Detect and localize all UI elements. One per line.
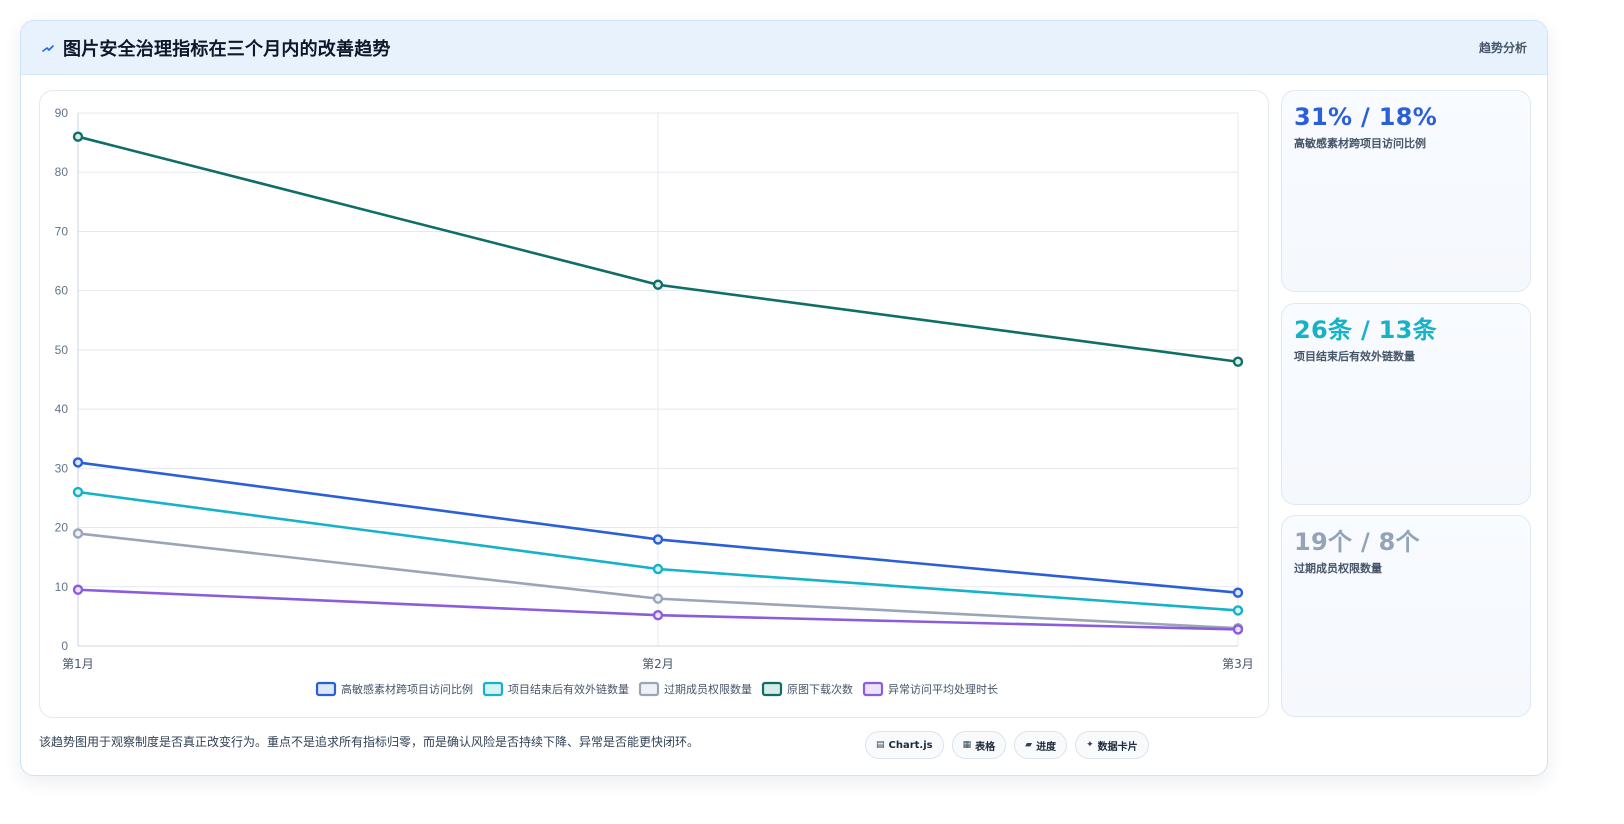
data-point (72, 584, 84, 595)
data-point (1232, 605, 1244, 616)
side-card-value: 26条 / 13条 (1294, 316, 1437, 344)
y-tick-label: 0 (61, 639, 68, 653)
y-tick-label: 80 (55, 165, 69, 179)
chip-progress[interactable]: ▰ 进度 (1014, 731, 1068, 759)
side-card-label: 项目结束后有效外链数量 (1294, 350, 1415, 363)
legend-swatch (638, 681, 660, 697)
legend-label: 原图下载次数 (787, 682, 853, 696)
legend-label: 高敏感素材跨项目访问比例 (341, 682, 473, 696)
data-point (72, 486, 84, 498)
chip-label: 表格 (975, 741, 996, 753)
chart-icon: ▤ (876, 740, 885, 750)
data-point (652, 563, 664, 575)
data-point (652, 279, 664, 290)
side-card-1: 31% / 18% 高敏感素材跨项目访问比例 (1281, 90, 1531, 292)
chip-label: Chart.js (888, 739, 933, 751)
data-point (72, 457, 84, 468)
line-chart: 0 10 20 30 40 50 60 70 80 90 第1月 第2月 第3月高敏感素材跨项目访问比例… (55, 106, 1254, 697)
x-tick-label: 第3月 (1222, 657, 1254, 671)
header-tag[interactable]: 趋势分析 (1478, 41, 1527, 55)
chip-label: 数据卡片 (1097, 741, 1138, 753)
trend-card: 图片安全治理指标在三个月内的改善趋势 趋势分析 0 10 20 30 40 50 60 70 8… (20, 20, 1548, 776)
y-tick-label: 20 (55, 521, 69, 535)
page-title: 图片安全治理指标在三个月内的改善趋势 (63, 38, 391, 60)
side-card-label: 过期成员权限数量 (1294, 562, 1382, 575)
y-tick-label: 60 (55, 284, 69, 298)
y-tick-label: 70 (55, 224, 69, 238)
chip-group: ▤ Chart.js ▦ 表格 ▰ 进度 ✦ 数据卡片 (865, 731, 1149, 759)
chip-table[interactable]: ▦ 表格 (951, 731, 1007, 759)
footnote: 该趋势图用于观察制度是否真正改变行为。重点不是追求所有指标归零，而是确认风险是否… (39, 735, 700, 749)
chart-panel: 0 10 20 30 40 50 60 70 80 90 第1月 第2月 第3月高敏感素材跨项目访问比例… (39, 90, 1269, 718)
header-left: 图片安全治理指标在三个月内的改善趋势 (41, 35, 391, 61)
card-icon: ✦ (1086, 740, 1094, 750)
data-point (72, 528, 84, 539)
data-point (1232, 587, 1244, 598)
data-point (652, 610, 664, 621)
chip-label: 进度 (1036, 741, 1057, 753)
chip-data-card[interactable]: ✦ 数据卡片 (1075, 731, 1149, 759)
side-card-value: 31% / 18% (1294, 103, 1438, 131)
legend-swatch (862, 681, 884, 697)
y-tick-label: 40 (55, 402, 69, 416)
data-point (1232, 624, 1244, 635)
data-point (72, 131, 84, 142)
progress-icon: ▰ (1025, 740, 1033, 750)
card-header: 图片安全治理指标在三个月内的改善趋势 趋势分析 (21, 21, 1547, 75)
legend-swatch (315, 681, 337, 697)
y-tick-label: 50 (55, 343, 69, 357)
legend-label: 过期成员权限数量 (664, 683, 752, 696)
side-card-label: 高敏感素材跨项目访问比例 (1294, 137, 1426, 150)
table-icon: ▦ (962, 740, 972, 750)
side-card-3: 19个 / 8个 过期成员权限数量 (1281, 515, 1531, 717)
legend-label: 异常访问平均处理时长 (888, 683, 998, 696)
y-tick-label: 10 (55, 580, 69, 594)
y-tick-label: 30 (55, 461, 69, 475)
y-tick-label: 90 (55, 106, 69, 120)
bolt-icon (41, 41, 55, 55)
legend-swatch (482, 681, 504, 697)
side-card-value: 19个 / 8个 (1294, 528, 1420, 556)
x-tick-label: 第1月 (62, 657, 94, 671)
side-card-2: 26条 / 13条 项目结束后有效外链数量 (1281, 303, 1531, 505)
data-point (652, 593, 664, 604)
data-point (1232, 356, 1244, 367)
chip-chartjs[interactable]: ▤ Chart.js (865, 731, 944, 759)
legend-label: 项目结束后有效外链数量 (508, 682, 629, 696)
x-tick-label: 第2月 (642, 657, 674, 671)
data-point (652, 534, 664, 545)
legend-swatch (761, 681, 783, 697)
